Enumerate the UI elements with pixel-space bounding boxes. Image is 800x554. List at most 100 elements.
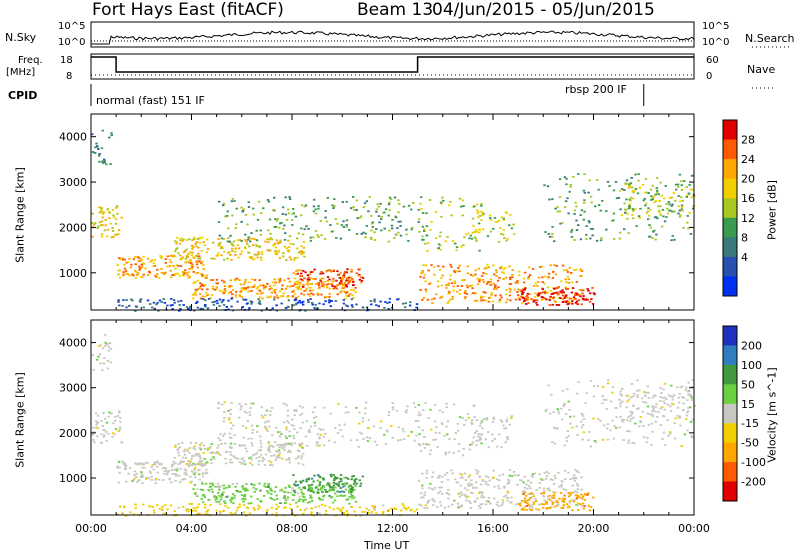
scatter-cell (523, 486, 526, 489)
scatter-cell (97, 345, 101, 347)
scatter-cell (445, 406, 448, 408)
scatter-cell (256, 431, 259, 433)
scatter-cell (308, 428, 311, 431)
scatter-cell (576, 303, 579, 306)
scatter-cell (121, 257, 124, 260)
scatter-cell (451, 503, 454, 506)
scatter-cell (140, 276, 143, 278)
scatter-cell (343, 494, 346, 497)
scatter-cell (425, 472, 428, 475)
scatter-cell (547, 272, 551, 275)
scatter-cell (291, 290, 294, 293)
scatter-cell (270, 489, 273, 492)
scatter-cell (663, 382, 667, 385)
scatter-cell (487, 300, 490, 303)
scatter-cell (160, 255, 163, 258)
scatter-cell (107, 345, 111, 348)
scatter-cell (257, 504, 260, 507)
scatter-cell (338, 508, 341, 511)
scatter-cell (503, 486, 506, 489)
scatter-cell (201, 275, 204, 278)
scatter-cell (474, 500, 477, 502)
scatter-cell (216, 447, 219, 449)
scatter-cell (576, 504, 579, 507)
scatter-cell (531, 268, 535, 270)
scatter-cell (304, 271, 307, 274)
scatter-cell (516, 503, 520, 505)
scatter-cell (580, 420, 583, 423)
scatter-cell (308, 486, 311, 489)
scatter-cell (286, 285, 289, 288)
scatter-cell (177, 506, 180, 509)
scatter-cell (538, 482, 542, 484)
scatter-cell (218, 298, 222, 301)
scatter-cell (489, 230, 493, 233)
scatter-cell (358, 506, 362, 509)
scatter-cell (417, 404, 420, 406)
scatter-cell (490, 291, 493, 294)
scatter-cell (333, 499, 337, 502)
scatter-cell (390, 425, 393, 427)
scatter-cell (293, 283, 297, 285)
scatter-cell (223, 281, 226, 284)
scatter-cell (250, 437, 253, 440)
scatter-cell (456, 422, 460, 425)
scatter-cell (170, 481, 173, 484)
scatter-cell (269, 464, 272, 466)
scatter-cell (215, 509, 218, 512)
scatter-cell (573, 480, 577, 482)
scatter-cell (129, 266, 132, 269)
scatter-cell (244, 239, 247, 241)
scatter-cell (95, 426, 98, 429)
scatter-cell (429, 482, 432, 485)
scatter-cell (100, 441, 104, 444)
scatter-cell (462, 244, 465, 246)
scatter-cell (612, 189, 616, 192)
scatter-cell (335, 477, 338, 480)
scatter-cell (197, 453, 201, 455)
scatter-cell (107, 349, 110, 352)
scatter-cell (264, 240, 267, 243)
scatter-cell (551, 198, 554, 201)
scatter-cell (602, 398, 606, 401)
scatter-cell (300, 275, 304, 277)
scatter-cell (577, 471, 580, 474)
scatter-cell (222, 258, 226, 261)
scatter-cell (136, 273, 139, 276)
scatter-cell (181, 478, 184, 481)
scatter-cell (552, 292, 555, 295)
scatter-cell (310, 487, 314, 490)
scatter-cell (280, 302, 283, 305)
scatter-cell (659, 396, 662, 398)
scatter-cell (481, 228, 485, 231)
scatter-cell (417, 221, 420, 223)
scatter-cell (477, 505, 481, 507)
scatter-cell (252, 258, 256, 260)
scatter-cell (98, 221, 101, 224)
scatter-cell (568, 506, 571, 509)
scatter-cell (153, 511, 156, 514)
scatter-cell (624, 208, 627, 211)
scatter-cell (424, 288, 427, 291)
scatter-cell (245, 514, 248, 517)
scatter-cell (261, 456, 264, 459)
scatter-cell (292, 424, 295, 427)
scatter-cell (645, 441, 648, 444)
scatter-cell (572, 298, 575, 301)
scatter-cell (432, 504, 435, 506)
scatter-cell (348, 229, 351, 231)
scatter-cell (132, 478, 136, 481)
scatter-cell (197, 252, 200, 255)
scatter-cell (217, 491, 220, 494)
scatter-cell (192, 472, 195, 475)
scatter-cell (259, 500, 262, 502)
scatter-cell (352, 196, 355, 198)
scatter-cell (399, 225, 402, 227)
scatter-cell (229, 445, 232, 448)
scatter-cell (223, 432, 226, 435)
scatter-cell (556, 293, 560, 296)
scatter-cell (268, 425, 271, 428)
scatter-cell (299, 414, 302, 417)
scatter-cell (301, 406, 304, 409)
